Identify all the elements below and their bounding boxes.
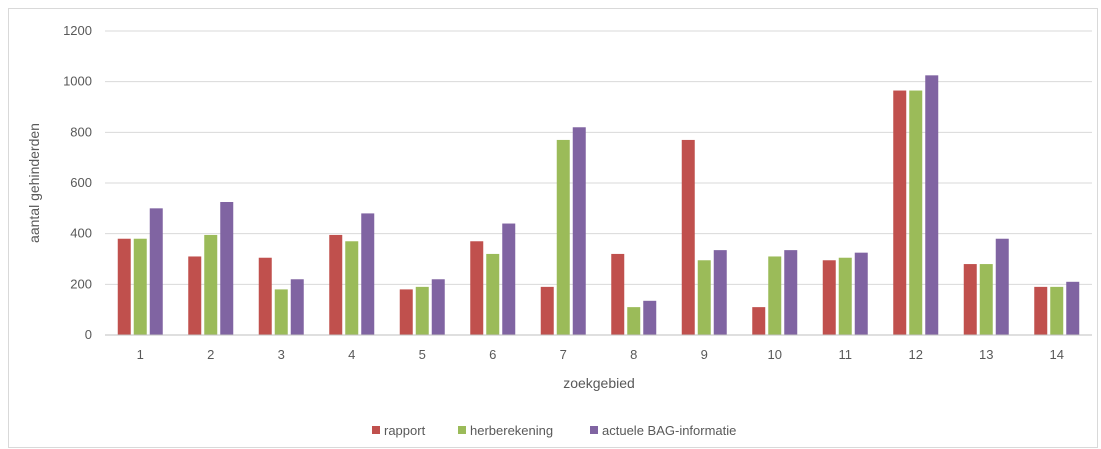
y-axis-title: aantal gehinderden — [26, 123, 42, 243]
bar-herberekening-10 — [768, 256, 782, 335]
bar-actuele-bag-informatie-14 — [1066, 281, 1080, 335]
x-tick-label: 9 — [701, 347, 708, 362]
bar-actuele-bag-informatie-12 — [925, 75, 939, 335]
bar-herberekening-7 — [556, 139, 570, 335]
bar-rapport-11 — [822, 260, 836, 335]
legend-label: rapport — [384, 423, 426, 438]
bar-rapport-3 — [258, 257, 272, 335]
bars — [117, 75, 1080, 336]
legend-label: herberekening — [470, 423, 553, 438]
legend: rapport herberekening actuele BAG-informat… — [372, 423, 736, 438]
x-tick-label: 6 — [489, 347, 496, 362]
x-tick-label: 12 — [909, 347, 923, 362]
bar-herberekening-11 — [838, 257, 852, 335]
bar-herberekening-5 — [415, 286, 429, 335]
bar-herberekening-8 — [627, 307, 641, 335]
bar-rapport-7 — [540, 286, 554, 335]
bar-herberekening-12 — [909, 90, 923, 336]
x-axis-title: zoekgebied — [563, 375, 635, 391]
bar-herberekening-9 — [697, 260, 711, 335]
x-tick-label: 7 — [560, 347, 567, 362]
x-tick-label: 4 — [348, 347, 355, 362]
bar-rapport-9 — [681, 139, 695, 335]
bar-actuele-bag-informatie-10 — [784, 250, 798, 335]
bar-actuele-bag-informatie-1 — [149, 208, 163, 335]
y-axis-ticks: 0 200 400 600 800 1000 1200 — [63, 23, 92, 342]
x-tick-label: 14 — [1050, 347, 1064, 362]
bar-herberekening-1 — [133, 238, 147, 335]
y-tick-label: 600 — [70, 175, 92, 190]
legend-item: herberekening — [458, 423, 553, 438]
bar-rapport-13 — [963, 264, 977, 335]
bar-actuele-bag-informatie-9 — [713, 250, 727, 335]
legend-item: rapport — [372, 423, 426, 438]
x-tick-label: 3 — [278, 347, 285, 362]
legend-item: actuele BAG-informatie — [590, 423, 736, 438]
bar-herberekening-3 — [274, 289, 288, 335]
bar-herberekening-4 — [345, 241, 359, 335]
bar-actuele-bag-informatie-6 — [502, 223, 516, 335]
bar-herberekening-14 — [1050, 286, 1064, 335]
x-axis-ticks: 1 2 3 4 5 6 7 8 9 10 11 12 13 14 — [137, 347, 1064, 362]
bar-actuele-bag-informatie-2 — [220, 202, 234, 335]
x-tick-label: 2 — [207, 347, 214, 362]
x-tick-label: 5 — [419, 347, 426, 362]
bar-actuele-bag-informatie-4 — [361, 213, 375, 335]
legend-label: actuele BAG-informatie — [602, 423, 736, 438]
bar-rapport-2 — [188, 256, 202, 335]
y-tick-label: 800 — [70, 124, 92, 139]
bar-actuele-bag-informatie-13 — [995, 238, 1009, 335]
bar-actuele-bag-informatie-11 — [854, 252, 868, 335]
legend-swatch — [372, 426, 380, 434]
legend-swatch — [590, 426, 598, 434]
bar-herberekening-6 — [486, 253, 500, 335]
bar-herberekening-2 — [204, 234, 218, 335]
bar-actuele-bag-informatie-7 — [572, 127, 586, 336]
bar-rapport-5 — [399, 289, 413, 335]
bar-rapport-14 — [1034, 286, 1048, 335]
gridlines — [105, 30, 1092, 285]
x-tick-label: 8 — [630, 347, 637, 362]
bar-actuele-bag-informatie-5 — [431, 279, 445, 335]
bar-rapport-6 — [470, 241, 484, 335]
legend-swatch — [458, 426, 466, 434]
y-tick-label: 400 — [70, 226, 92, 241]
x-tick-label: 11 — [839, 347, 853, 362]
bar-rapport-8 — [611, 253, 625, 335]
bar-rapport-4 — [329, 234, 343, 335]
x-tick-label: 13 — [979, 347, 993, 362]
bar-rapport-12 — [893, 90, 907, 336]
y-tick-label: 0 — [85, 327, 92, 342]
x-tick-label: 10 — [768, 347, 782, 362]
y-tick-label: 1000 — [63, 74, 92, 89]
bar-rapport-10 — [752, 307, 766, 335]
x-tick-label: 1 — [137, 347, 144, 362]
bar-rapport-1 — [117, 238, 131, 335]
y-tick-label: 200 — [70, 276, 92, 291]
y-tick-label: 1200 — [63, 23, 92, 38]
bar-actuele-bag-informatie-3 — [290, 279, 304, 335]
bar-actuele-bag-informatie-8 — [643, 300, 657, 335]
bar-herberekening-13 — [979, 264, 993, 335]
